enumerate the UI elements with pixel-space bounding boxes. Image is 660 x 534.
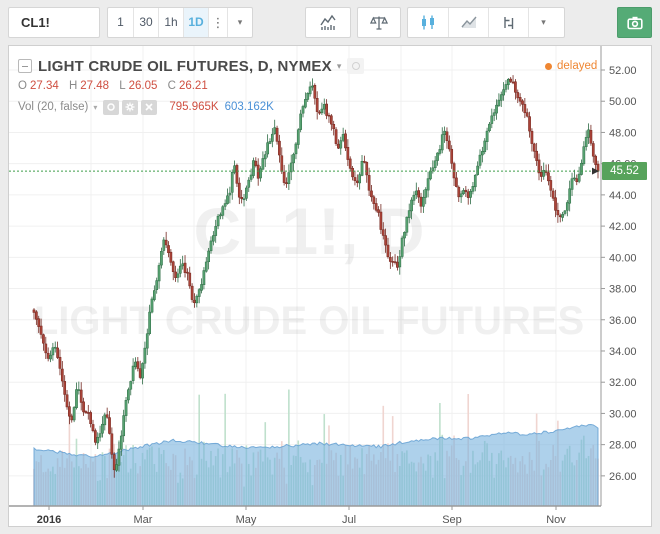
price-tick-label: 34.00 xyxy=(609,346,637,358)
svg-text:LIGHT CRUDE OIL FUTURES: LIGHT CRUDE OIL FUTURES xyxy=(34,299,584,343)
price-tick-label: 52.00 xyxy=(609,65,637,77)
volume-value: 795.965K xyxy=(169,101,219,113)
price-tick-label: 40.00 xyxy=(609,252,637,264)
series-visibility-icon[interactable] xyxy=(347,58,365,74)
svg-text:CL1!, D: CL1!, D xyxy=(194,194,425,268)
time-tick-label: May xyxy=(236,514,257,526)
volume-ma-value: 603.162K xyxy=(224,101,274,113)
price-tick-label: 32.00 xyxy=(609,377,637,389)
price-tick-label: 50.00 xyxy=(609,96,637,108)
open-value: 27.34 xyxy=(29,80,59,92)
price-tick-label: 26.00 xyxy=(609,471,637,483)
delayed-dot-icon xyxy=(545,62,552,70)
indicators-button[interactable] xyxy=(305,7,351,38)
price-chart[interactable]: CL1!, D LIGHT CRUDE OIL FUTURES 52.00 50.00… xyxy=(9,46,653,528)
interval-1-button[interactable]: 1 xyxy=(108,8,133,37)
volume-study-label: Vol (20, false) xyxy=(18,101,89,113)
time-tick-label: Sep xyxy=(442,514,462,526)
volume-remove-icon[interactable] xyxy=(141,99,158,115)
low-label: L xyxy=(119,80,126,92)
time-tick-label: Nov xyxy=(546,514,566,526)
chart-style-group: ▾ xyxy=(407,7,565,38)
delayed-badge: delayed xyxy=(545,60,597,72)
chart-legend: LIGHT CRUDE OIL FUTURES, D, NYMEX ▾ O 27.… xyxy=(18,56,365,115)
time-tick-label: Mar xyxy=(134,514,153,526)
interval-group: 1 30 1h 1D ⋮ ▾ xyxy=(107,7,253,38)
candlestick-icon xyxy=(422,15,434,29)
close-label: C xyxy=(167,80,176,92)
more-intervals-icon[interactable]: ⋮ xyxy=(208,8,227,37)
price-tick-label: 36.00 xyxy=(609,315,637,327)
style-dropdown-icon[interactable]: ▾ xyxy=(528,8,558,37)
camera-icon xyxy=(626,16,643,29)
symbol-search-group: CL1! xyxy=(8,7,100,38)
compare-button[interactable] xyxy=(357,7,401,38)
close-value: 26.21 xyxy=(178,80,208,92)
collapse-legend-icon[interactable] xyxy=(18,59,32,73)
volume-dropdown-icon[interactable]: ▾ xyxy=(93,102,98,112)
symbol-button[interactable]: CL1! xyxy=(9,8,99,37)
delayed-label: delayed xyxy=(557,60,598,72)
volume-settings-icon[interactable] xyxy=(122,99,139,115)
volume-visibility-icon[interactable] xyxy=(103,99,120,115)
price-tick-label: 38.00 xyxy=(609,284,637,296)
time-tick-label: Jul xyxy=(342,514,356,526)
candlestick-style-button[interactable] xyxy=(408,8,448,37)
chart-widget: CL1!, D LIGHT CRUDE OIL FUTURES 52.00 50.00… xyxy=(8,45,652,527)
low-value: 26.05 xyxy=(128,80,158,92)
ohlc-row: O 27.34 H 27.48 L 26.05 C 26.21 xyxy=(18,80,364,95)
symbol-title: LIGHT CRUDE OIL FUTURES, D, NYMEX xyxy=(38,57,332,75)
last-price-tag: 45.52 xyxy=(602,162,647,180)
symbol-dropdown-icon[interactable]: ▾ xyxy=(336,60,342,71)
price-tick-label: 28.00 xyxy=(609,440,637,452)
toolbar: CL1! 1 30 1h 1D ⋮ ▾ xyxy=(8,7,652,38)
time-tick-label: 2016 xyxy=(37,514,61,526)
open-label: O xyxy=(18,80,27,92)
area-chart-icon xyxy=(460,16,477,28)
line-style-button[interactable] xyxy=(488,8,528,37)
high-value: 27.48 xyxy=(80,80,110,92)
compare-scales-icon xyxy=(369,16,389,30)
interval-dropdown-icon[interactable]: ▾ xyxy=(227,8,252,37)
snapshot-button[interactable] xyxy=(617,7,652,38)
price-tick-label: 42.00 xyxy=(609,221,637,233)
line-break-icon xyxy=(503,16,513,29)
interval-30-button[interactable]: 30 xyxy=(133,8,158,37)
indicators-icon xyxy=(320,14,336,30)
price-tick-label: 48.00 xyxy=(609,127,637,139)
interval-1h-button[interactable]: 1h xyxy=(158,8,183,37)
price-tick-label: 44.00 xyxy=(609,190,637,202)
volume-study-row: Vol (20, false) ▾ 795.965K 603.162K xyxy=(18,99,364,115)
interval-1d-button[interactable]: 1D xyxy=(183,8,208,37)
area-style-button[interactable] xyxy=(448,8,488,37)
price-tick-label: 30.00 xyxy=(609,408,637,420)
high-label: H xyxy=(68,80,78,92)
